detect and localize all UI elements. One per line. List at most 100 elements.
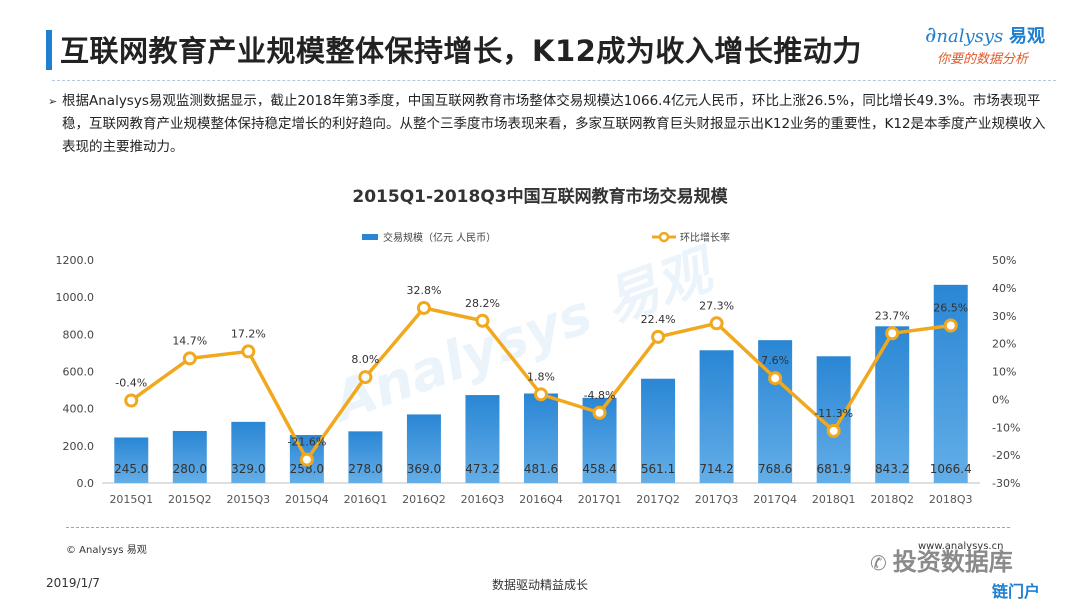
x-tick-label: 2016Q4	[519, 493, 563, 506]
bar	[406, 414, 441, 483]
line-value-label: -0.4%	[115, 376, 147, 389]
bar	[933, 284, 968, 483]
line-value-label: 28.2%	[465, 297, 500, 310]
line-point	[651, 329, 666, 344]
legend-label-bar: 交易规模（亿元 人民币）	[383, 231, 496, 244]
line-point	[943, 318, 958, 333]
line-point	[124, 393, 139, 408]
legend-marker-line	[658, 231, 670, 243]
line-point	[592, 405, 607, 420]
line-point	[241, 344, 256, 359]
website-link[interactable]: www.analysys.cn	[918, 541, 1004, 552]
line-point	[299, 452, 314, 467]
bar-value-label: 473.2	[465, 462, 499, 476]
y-left-tick-label: 800.0	[63, 328, 95, 341]
bar	[231, 421, 266, 483]
bar	[172, 430, 207, 483]
legend-label-line: 环比增长率	[680, 231, 730, 244]
logo-slogan: 你要的数据分析	[937, 52, 1029, 67]
bottom-slogan: 数据驱动精益成长	[491, 578, 588, 592]
x-tick-label: 2015Q1	[109, 493, 153, 506]
line-value-label: 7.6%	[761, 354, 789, 367]
x-tick-label: 2016Q2	[402, 493, 446, 506]
line-point	[534, 387, 548, 402]
line-point	[182, 351, 197, 366]
line-point	[826, 423, 841, 438]
bar-value-label: 1066.4	[930, 462, 972, 476]
x-tick-label: 2018Q1	[812, 493, 856, 506]
corner-logo: 链门户	[992, 582, 1041, 601]
bar	[758, 340, 793, 483]
wechat-label: 投资数据库	[892, 548, 1013, 576]
line-value-label: 8.0%	[351, 353, 379, 366]
bar	[348, 431, 383, 483]
x-tick-label: 2016Q1	[344, 493, 388, 506]
line-point	[709, 316, 724, 331]
y-right-tick-label: 0%	[992, 393, 1009, 406]
y-right-tick-label: 50%	[992, 254, 1016, 267]
bar-value-label: 329.0	[231, 462, 265, 476]
line-point	[475, 313, 490, 328]
line-value-label: 32.8%	[406, 284, 441, 297]
bar-value-label: 278.0	[348, 462, 382, 476]
summary-text: 根据Analysys易观监测数据显示，截止2018年第3季度，中国互联网教育市场…	[62, 93, 1046, 155]
footer-divider	[66, 527, 1010, 528]
bar	[524, 393, 558, 483]
bar	[641, 378, 676, 483]
y-left-tick-label: 1000.0	[56, 291, 95, 304]
x-tick-label: 2017Q4	[753, 493, 797, 506]
bullet-arrow-icon: ➢	[48, 95, 58, 108]
page-title: 互联网教育产业规模整体保持增长，K12成为收入增长推动力	[60, 34, 862, 68]
line-value-label: 26.5%	[933, 302, 968, 315]
y-right-tick-label: 40%	[992, 282, 1016, 295]
logo-a-icon: ∂	[925, 23, 937, 48]
title-accent-bar	[46, 30, 52, 70]
chart-title: 2015Q1-2018Q3中国互联网教育市场交易规模	[352, 187, 728, 207]
x-tick-label: 2015Q4	[285, 493, 329, 506]
report-date: 2019/1/7	[46, 576, 100, 590]
logo-brand: ∂nalysys 易观	[925, 22, 1045, 48]
logo-brand-cn: 易观	[1009, 26, 1046, 47]
analysys-logo: ∂nalysys 易观 你要的数据分析	[925, 22, 1065, 72]
x-tick-label: 2017Q3	[695, 493, 739, 506]
line-value-label: 22.4%	[641, 313, 676, 326]
wechat-watermark: ✆ 投资数据库	[870, 542, 1013, 577]
summary-bullet: ➢ 根据Analysys易观监测数据显示，截止2018年第3季度，中国互联网教育…	[48, 90, 1052, 159]
line-value-label: -21.6%	[287, 436, 326, 449]
bar	[699, 350, 734, 483]
bar-value-label: 714.2	[699, 462, 733, 476]
bar-value-label: 245.0	[114, 462, 148, 476]
legend-swatch-bar	[362, 234, 378, 240]
line-value-label: 17.2%	[231, 327, 266, 340]
bar-value-label: 258.0	[290, 462, 324, 476]
line-value-label: 23.7%	[875, 309, 910, 322]
x-tick-label: 2016Q3	[461, 493, 505, 506]
bar	[465, 395, 500, 483]
y-right-tick-label: -10%	[992, 421, 1020, 434]
logo-brand-text: nalysys	[936, 26, 1004, 47]
bar	[114, 437, 149, 483]
y-right-tick-label: -20%	[992, 449, 1020, 462]
x-tick-label: 2015Q3	[227, 493, 271, 506]
bar-value-label: 843.2	[875, 462, 909, 476]
line-point	[358, 370, 373, 385]
y-right-tick-label: -30%	[992, 477, 1020, 490]
bar-value-label: 481.6	[524, 462, 558, 476]
bar-value-label: 768.6	[758, 462, 792, 476]
line-point	[885, 326, 900, 341]
bar-value-label: 458.4	[582, 462, 616, 476]
line-point	[768, 371, 783, 386]
y-right-tick-label: 20%	[992, 338, 1016, 351]
y-right-tick-label: 10%	[992, 366, 1016, 379]
y-left-tick-label: 1200.0	[56, 254, 95, 267]
bar-value-label: 561.1	[641, 462, 675, 476]
line-point	[416, 300, 431, 315]
line-value-label: -4.8%	[584, 389, 616, 402]
y-left-tick-label: 600.0	[63, 366, 95, 379]
y-left-tick-label: 400.0	[63, 403, 95, 416]
line-value-label: 1.8%	[527, 370, 555, 383]
header-divider	[52, 80, 1056, 81]
bar-value-label: 681.9	[816, 462, 850, 476]
x-tick-label: 2017Q1	[578, 493, 622, 506]
wechat-icon: ✆	[870, 551, 887, 575]
